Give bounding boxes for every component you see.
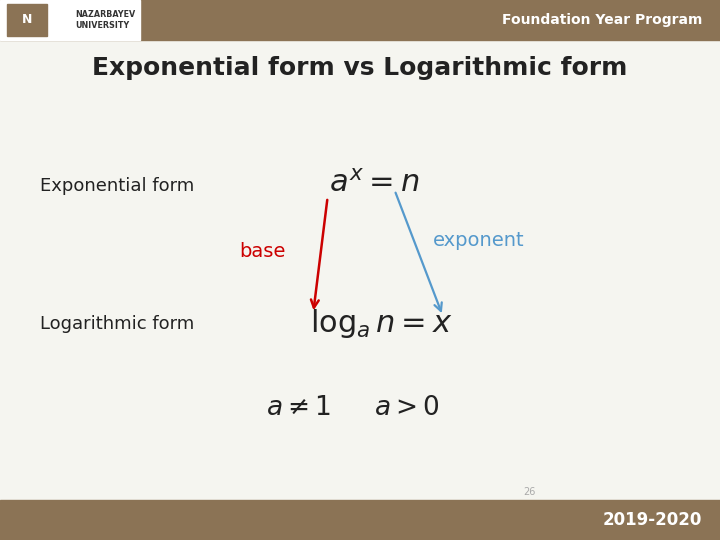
Text: $\log_a n = x$: $\log_a n = x$ bbox=[310, 307, 453, 341]
Text: $a > 0$: $a > 0$ bbox=[374, 395, 440, 421]
Text: 2019-2020: 2019-2020 bbox=[603, 511, 702, 529]
Text: N: N bbox=[22, 14, 32, 26]
Bar bbox=[0, 0, 140, 40]
Bar bbox=[0, 0, 720, 40]
Text: NAZARBAYEV
UNIVERSITY: NAZARBAYEV UNIVERSITY bbox=[76, 10, 136, 30]
Text: 26: 26 bbox=[523, 487, 536, 497]
Text: exponent: exponent bbox=[433, 231, 525, 250]
Text: Exponential form: Exponential form bbox=[40, 177, 194, 195]
Bar bbox=[0, 500, 720, 540]
Text: $a \neq 1$: $a \neq 1$ bbox=[266, 395, 331, 421]
Text: base: base bbox=[240, 241, 286, 261]
Text: $a^x = n$: $a^x = n$ bbox=[329, 169, 420, 198]
Text: Exponential form vs Logarithmic form: Exponential form vs Logarithmic form bbox=[92, 56, 628, 79]
Text: Foundation Year Program: Foundation Year Program bbox=[502, 13, 702, 27]
Text: Logarithmic form: Logarithmic form bbox=[40, 315, 194, 333]
Bar bbox=[7, 4, 47, 36]
